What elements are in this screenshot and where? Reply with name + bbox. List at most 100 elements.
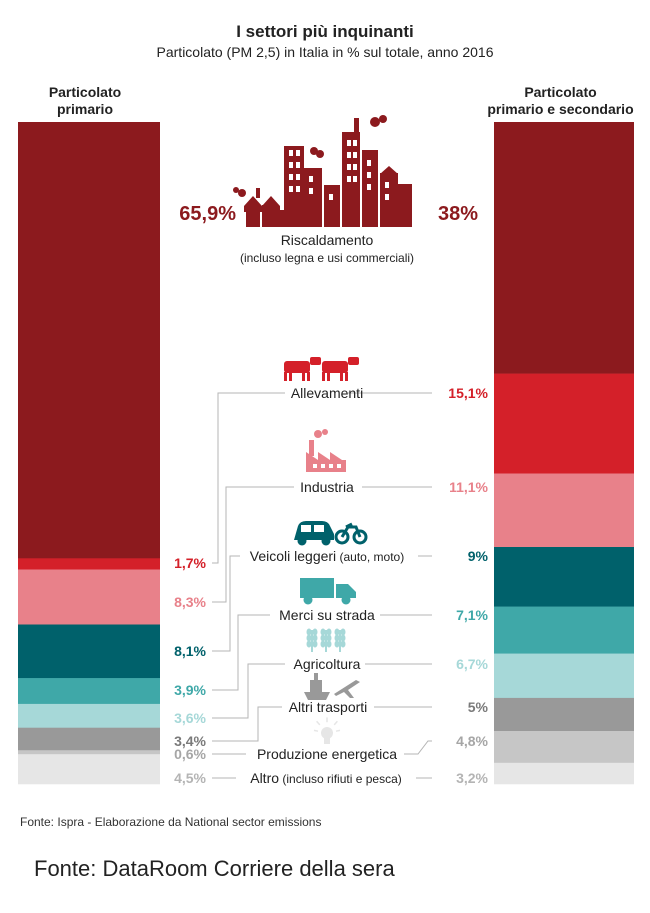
bulb-ray-2 xyxy=(335,729,341,732)
category-label-8: Produzione energetica xyxy=(257,746,397,762)
category-label-3: Industria xyxy=(300,479,354,495)
category-name-7: Altri trasporti xyxy=(289,699,368,715)
bar-total-5 xyxy=(494,606,634,654)
leader-merci xyxy=(212,614,270,691)
cow-body-2 xyxy=(322,361,348,373)
wheat-grain-l-2-1 xyxy=(320,628,326,636)
window-15 xyxy=(347,176,351,182)
bar-total-4 xyxy=(494,547,634,607)
leader-industria xyxy=(212,486,294,603)
category-name-6: Agricoltura xyxy=(294,656,361,672)
window-1 xyxy=(289,150,293,156)
chimney-3 xyxy=(256,188,260,198)
bar-total-7 xyxy=(494,697,634,732)
cow-leg-1-4 xyxy=(307,372,310,381)
bar-total-2 xyxy=(494,373,634,474)
chimney-2 xyxy=(300,158,304,168)
wheat-grain-r-1-3 xyxy=(312,640,318,648)
wheat-grain-r-1-2 xyxy=(312,634,318,642)
window-13 xyxy=(347,164,351,170)
cow-leg-1-1 xyxy=(284,372,287,381)
bar-total-1 xyxy=(494,122,634,374)
factory-chimney xyxy=(309,440,314,456)
moto-wheel-1 xyxy=(334,529,350,545)
window-21 xyxy=(309,188,313,194)
car-window-2 xyxy=(314,525,324,532)
wheat-grain-l-2-2 xyxy=(320,634,326,642)
chart-title: I settori più inquinanti xyxy=(236,22,414,41)
ship-plane-icon xyxy=(304,673,360,700)
value-label-total-8: 4,8% xyxy=(456,733,488,749)
window-17 xyxy=(367,160,371,166)
smoke-5 xyxy=(238,189,246,197)
car-wheel-2 xyxy=(321,536,331,546)
car-wheel-1 xyxy=(297,536,307,546)
window-12 xyxy=(353,152,357,158)
bar-primary-3 xyxy=(18,569,160,625)
category-label-4: Veicoli leggeri (auto, moto) xyxy=(250,548,404,564)
window-14 xyxy=(353,164,357,170)
truck-cab xyxy=(336,584,356,598)
ship-hull xyxy=(304,692,330,700)
window-5 xyxy=(289,174,293,180)
wheat-grain-r-2-2 xyxy=(326,634,332,642)
cow-leg-2-4 xyxy=(345,372,348,381)
cow-body-1 xyxy=(284,361,310,373)
category-note-4: (auto, moto) xyxy=(336,550,404,564)
bulb-ray-1 xyxy=(313,729,319,732)
source-note: Fonte: Ispra - Elaborazione da National … xyxy=(20,815,322,829)
roofs xyxy=(244,196,280,212)
wheat-grain-l-3-1 xyxy=(334,628,340,636)
building-6 xyxy=(324,185,340,227)
factory-window-4 xyxy=(337,464,341,468)
bar-primary-5 xyxy=(18,678,160,705)
window-3 xyxy=(289,162,293,168)
window-2 xyxy=(296,150,300,156)
stacked-bar-chart: 65,9% 1,7% 8,3% 8,1% 3,9% 3,6% 3,4%0,6% 4,5% 38%… xyxy=(18,115,634,786)
category-label-1: Riscaldamento xyxy=(281,232,374,248)
smoke-4 xyxy=(310,147,318,155)
value-label-total-1: 38% xyxy=(438,203,478,225)
cow-leg-2-1 xyxy=(322,372,325,381)
value-label-primary-5: 3,9% xyxy=(174,682,206,698)
smoke-2 xyxy=(379,115,387,123)
ship-funnel xyxy=(314,673,318,680)
bulb-glass xyxy=(321,727,333,739)
category-note-9: (incluso rifiuti e pesca) xyxy=(279,772,402,786)
value-label-primary-9: 4,5% xyxy=(174,770,206,786)
cow-head-1 xyxy=(310,357,321,365)
wheat-icon xyxy=(306,628,346,652)
wheat-grain-l-2-3 xyxy=(320,640,326,648)
factory-window-3 xyxy=(329,464,333,468)
bar-total-8 xyxy=(494,731,634,764)
smoke-6 xyxy=(233,187,239,193)
value-label-primary-8: 0,6% xyxy=(174,746,206,762)
wheat-grain-l-1-2 xyxy=(306,634,312,642)
window-24 xyxy=(329,194,333,200)
category-name-2: Allevamenti xyxy=(291,385,363,401)
truck-wheel-2 xyxy=(341,595,351,605)
building-5 xyxy=(304,168,322,227)
window-23 xyxy=(385,194,389,200)
category-label-6: Agricoltura xyxy=(294,656,361,672)
category-label-7: Altri trasporti xyxy=(289,699,368,715)
building-10 xyxy=(398,184,412,227)
factory-smoke-2 xyxy=(322,429,328,435)
bar-primary-7 xyxy=(18,727,160,751)
category-label-5: Merci su strada xyxy=(279,607,375,623)
moto-wheel-2 xyxy=(352,529,368,545)
window-10 xyxy=(353,140,357,146)
wheat-grain-l-3-2 xyxy=(334,634,340,642)
bulb-ray-4 xyxy=(316,720,321,726)
value-label-total-9: 3,2% xyxy=(456,770,488,786)
leader-veicoli xyxy=(212,555,240,652)
wheat-grain-r-3-2 xyxy=(340,634,346,642)
cow-leg-2-2 xyxy=(327,372,330,381)
value-label-primary-7: 3,4% xyxy=(174,733,206,749)
cows-icon xyxy=(284,357,359,381)
category-name-9: Altro xyxy=(250,770,279,786)
category-name-5: Merci su strada xyxy=(279,607,375,623)
lightbulb-icon xyxy=(313,717,341,744)
value-label-total-6: 6,7% xyxy=(456,656,488,672)
chart-subtitle: Particolato (PM 2,5) in Italia in % sul … xyxy=(156,44,494,60)
